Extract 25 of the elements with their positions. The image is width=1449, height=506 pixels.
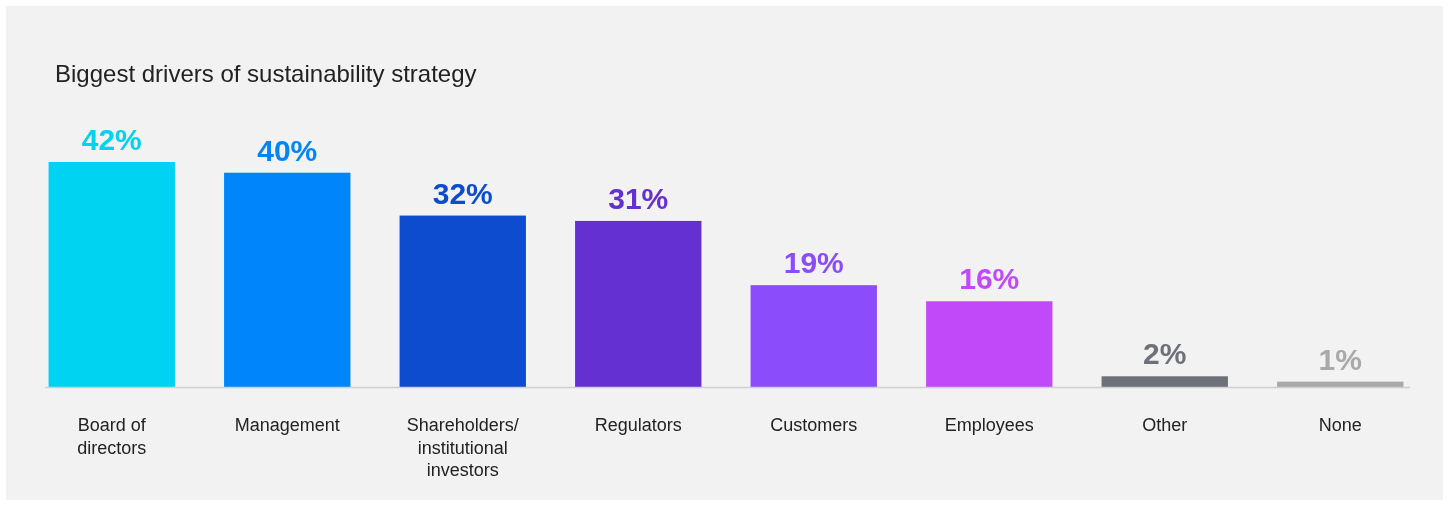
data-label: 2% [1143, 337, 1187, 371]
chart-title: Biggest drivers of sustainability strategy [55, 60, 477, 87]
bar [224, 172, 351, 387]
data-label: 40% [257, 133, 318, 167]
data-label: 32% [432, 176, 493, 210]
x-tick-label: Other [1142, 415, 1188, 435]
bar [399, 215, 526, 387]
bar [1101, 376, 1228, 387]
data-label: 19% [783, 246, 844, 280]
x-tick-label: Management [234, 415, 340, 435]
data-label: 31% [608, 181, 669, 215]
bar [575, 220, 702, 387]
data-label: 42% [81, 123, 142, 156]
bar [48, 162, 175, 387]
x-tick-label: Employees [944, 415, 1034, 435]
x-tick-label: Customers [770, 415, 858, 435]
bar [1277, 381, 1404, 387]
data-label: 16% [959, 262, 1020, 296]
bar [926, 301, 1053, 387]
x-tick-label: Regulators [594, 415, 682, 435]
bar [750, 285, 877, 387]
x-tick-label: None [1318, 415, 1362, 435]
x-tick-label: Shareholders/ institutional investors [406, 415, 519, 480]
data-label: 1% [1318, 342, 1362, 376]
x-tick-label: Board of directors [77, 415, 147, 458]
